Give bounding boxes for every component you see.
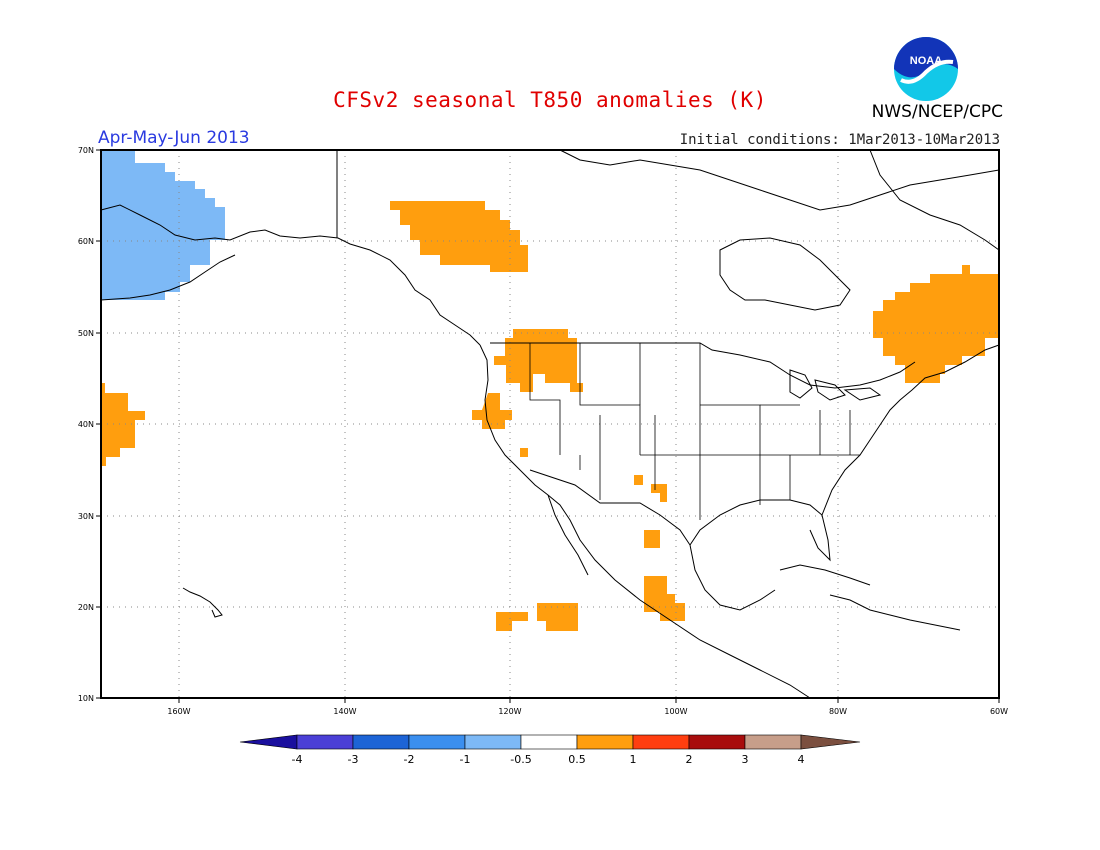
colorbar-label: -3 — [348, 753, 359, 766]
colorbar-label: 1 — [630, 753, 637, 766]
colorbar-label: 3 — [742, 753, 749, 766]
colorbar-label: 4 — [798, 753, 805, 766]
colorbar-arrow-left — [239, 734, 298, 750]
graticule — [101, 150, 999, 698]
lon-label-60w: 60W — [990, 707, 1008, 716]
anomaly-baja-warm — [537, 603, 578, 631]
lat-label-60n: 60N — [78, 237, 94, 246]
noaa-logo: NOAA — [894, 37, 958, 101]
hawaii — [182, 587, 223, 618]
alaska-coast — [100, 204, 481, 346]
anomaly-alaska-bering-cold — [101, 150, 225, 300]
lon-label-140w: 140W — [333, 707, 356, 716]
anomaly-mexico-warm-b — [651, 484, 667, 502]
anomaly-shading — [101, 150, 999, 631]
lon-label-100w: 100W — [664, 707, 687, 716]
colorbar-swatch — [296, 734, 354, 750]
baja-peninsula — [547, 494, 589, 576]
colorbar-arrow-right — [800, 734, 861, 750]
us-mexico-border — [529, 469, 691, 546]
noaa-logo-text: NOAA — [910, 55, 942, 67]
anomaly-yukon-warm — [390, 201, 528, 272]
anomaly-mexico-warm-c — [644, 530, 660, 548]
lat-label-20n: 20N — [78, 603, 94, 612]
colorbar-swatch — [464, 734, 522, 750]
coastlines — [100, 149, 1000, 699]
anomaly-nevada-warm — [472, 393, 512, 429]
colorbar-label: 0.5 — [568, 753, 586, 766]
anomaly-mexico-warm-d — [644, 576, 685, 621]
forecast-period: Apr-May-Jun 2013 — [98, 128, 250, 148]
page-title: CFSv2 seasonal T850 anomalies (K) — [333, 88, 767, 112]
pacific-coast-us — [479, 344, 811, 699]
cuba — [779, 564, 871, 586]
lon-label-160w: 160W — [167, 707, 190, 716]
state-borders — [529, 343, 860, 520]
colorbar-label: 2 — [686, 753, 693, 766]
colorbar-label: -2 — [404, 753, 415, 766]
yucatan-coast — [689, 544, 776, 611]
anomaly-mexico-warm-a — [634, 475, 643, 485]
lat-label-10n: 10N — [78, 694, 94, 703]
colorbar-swatch — [688, 734, 746, 750]
colorbar-swatch — [576, 734, 634, 750]
lon-label-120w: 120W — [498, 707, 521, 716]
initial-conditions: Initial conditions: 1Mar2013-10Mar2013 — [679, 132, 1000, 148]
atlantic-coast-us — [821, 344, 1000, 516]
lon-label-80w: 80W — [829, 707, 847, 716]
anomaly-utah-warm — [520, 448, 528, 457]
colorbar-swatch — [632, 734, 690, 750]
anomaly-pacific-mexico-warm — [496, 612, 528, 631]
colorbar-swatch — [352, 734, 410, 750]
anomaly-northwest-warm — [494, 329, 583, 392]
hudson-bay — [719, 237, 851, 311]
axis-ticks — [96, 149, 1000, 703]
colorbar-swatch — [744, 734, 802, 750]
colorbar — [239, 734, 861, 750]
colorbar-label: -1 — [460, 753, 471, 766]
lat-label-30n: 30N — [78, 512, 94, 521]
colorbar-label: -4 — [292, 753, 303, 766]
great-lakes — [789, 369, 882, 401]
caribbean-islands — [829, 594, 961, 631]
lat-label-50n: 50N — [78, 329, 94, 338]
colorbar-label: -0.5 — [510, 753, 531, 766]
agency-label: NWS/NCEP/CPC — [871, 102, 1003, 122]
anomaly-quebec-warm — [873, 265, 999, 383]
gulf-coast — [689, 499, 831, 562]
lat-label-70n: 70N — [78, 146, 94, 155]
colorbar-swatch — [408, 734, 466, 750]
arctic-islands — [559, 149, 1000, 211]
colorbar-swatch — [520, 734, 578, 750]
anomaly-pacific-40n-warm — [101, 383, 145, 466]
us-canada-border — [490, 342, 916, 389]
aleutian-chain — [100, 254, 236, 301]
greenland-coast — [869, 149, 1000, 251]
lat-label-40n: 40N — [78, 420, 94, 429]
